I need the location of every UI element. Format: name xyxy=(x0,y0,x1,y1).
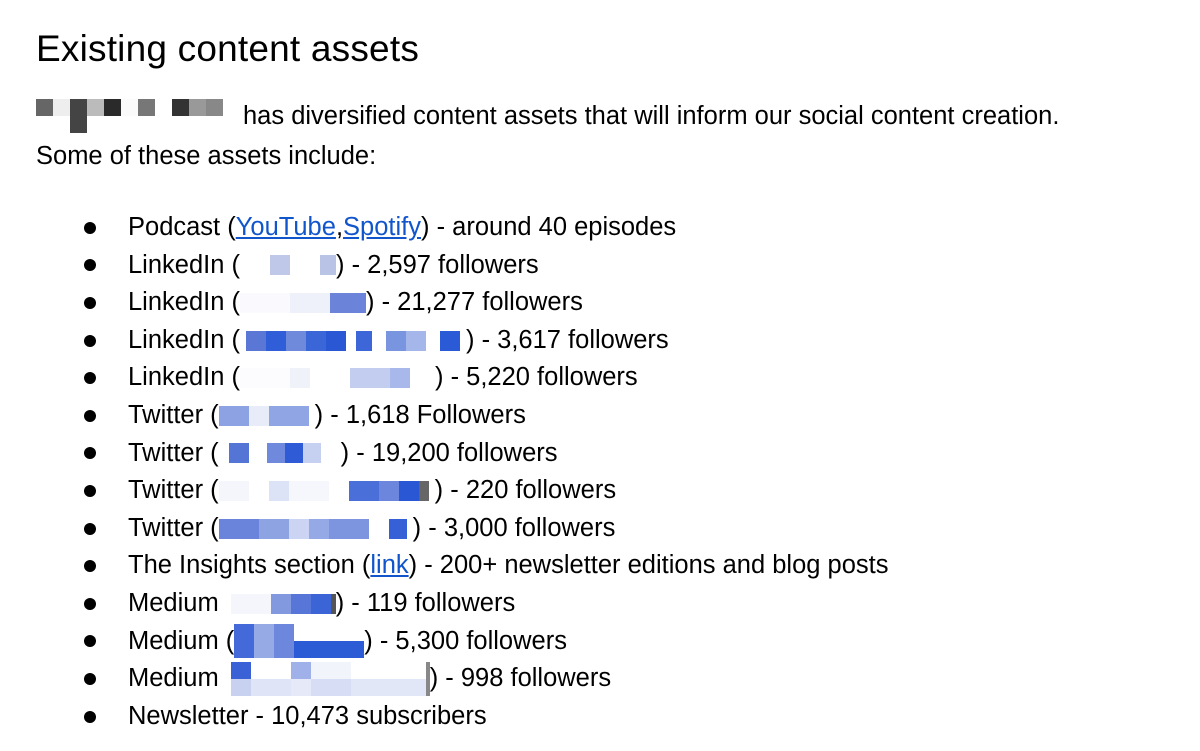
list-item-linkedin-3: LinkedIn () - 3,617 followers xyxy=(84,325,669,354)
assets-list: Podcast (YouTube, Spotify) - around 40 e… xyxy=(0,209,888,735)
list-item-twitter-3: Twitter () - 220 followers xyxy=(84,476,617,505)
redacted-link[interactable] xyxy=(218,480,429,501)
youtube-link[interactable]: YouTube xyxy=(235,213,336,241)
list-item-linkedin-2: LinkedIn () - 21,277 followers xyxy=(84,288,583,317)
page-heading: Existing content assets xyxy=(36,28,420,69)
list-item-medium-1: Medium) - 119 followers xyxy=(84,588,516,617)
intro-paragraph: has diversified content assets that will… xyxy=(36,96,1186,176)
redacted-link[interactable] xyxy=(230,593,336,614)
redacted-link[interactable] xyxy=(234,624,365,659)
intro-line-1: has diversified content assets that will… xyxy=(243,102,1060,130)
insights-link[interactable]: link xyxy=(370,551,409,580)
list-item-twitter-4: Twitter () - 3,000 followers xyxy=(84,513,616,542)
redacted-link[interactable] xyxy=(218,518,407,539)
list-item-podcast: Podcast (YouTube, Spotify) - around 40 e… xyxy=(0,209,888,247)
redacted-company-name xyxy=(36,99,223,133)
list-item-insights: The Insights section (link) - 200+ newsl… xyxy=(0,547,888,585)
spotify-link[interactable]: Spotify xyxy=(343,213,421,241)
intro-line-2: Some of these assets include: xyxy=(36,142,377,170)
redacted-link[interactable] xyxy=(230,661,430,696)
list-item-medium-3: Medium) - 998 followers xyxy=(0,660,888,698)
list-item-twitter-2: Twitter () - 19,200 followers xyxy=(84,438,558,467)
redacted-link[interactable] xyxy=(218,405,309,426)
list-item-linkedin-1: LinkedIn () - 2,597 followers xyxy=(84,250,539,279)
redacted-link[interactable] xyxy=(240,255,336,276)
list-item-linkedin-4: LinkedIn () - 5,220 followers xyxy=(84,363,638,392)
redacted-link[interactable] xyxy=(246,330,460,351)
redacted-link[interactable] xyxy=(240,368,435,389)
redacted-link[interactable] xyxy=(240,292,366,313)
list-item-twitter-1: Twitter () - 1,618 Followers xyxy=(84,400,526,429)
list-item-newsletter: Newsletter - 10,473 subscribers xyxy=(84,701,487,730)
list-item-medium-2: Medium () - 5,300 followers xyxy=(0,623,888,661)
redacted-link[interactable] xyxy=(218,443,341,464)
